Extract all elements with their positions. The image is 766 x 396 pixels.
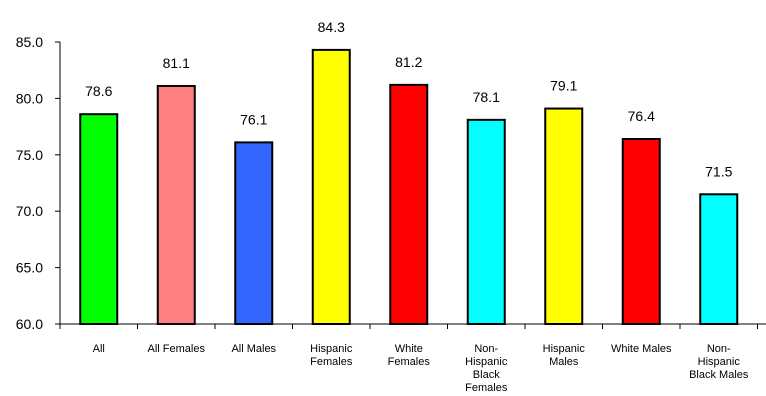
x-category-label: White Females (388, 343, 431, 368)
x-category-label-line: Hispanic (543, 343, 586, 355)
bar-9 (699, 193, 739, 325)
bar-3 (234, 141, 274, 325)
y-tick-label: 70.0 (16, 203, 43, 219)
data-label: 76.1 (240, 111, 267, 127)
x-category-label-line: All Females (148, 343, 206, 355)
bars-layer (79, 48, 739, 326)
bar-5 (389, 83, 429, 325)
bar-1 (79, 113, 119, 325)
y-tick-label: 75.0 (16, 147, 43, 163)
bar-2 (156, 84, 196, 325)
x-category-label-line: White (395, 343, 423, 355)
x-category-label-line: All Males (231, 343, 276, 355)
bar-6 (466, 118, 506, 325)
x-category-label-line: Females (388, 356, 431, 368)
x-category-label: All Males (231, 343, 276, 355)
x-category-label-line: Black Males (689, 369, 749, 381)
data-label: 79.1 (550, 78, 577, 94)
x-category-label: Non-Hispanic Black Males (689, 343, 749, 381)
data-label: 81.2 (395, 54, 422, 70)
y-tick-label: 85.0 (16, 34, 43, 50)
x-category-label: All Females (148, 343, 206, 355)
data-label: 78.6 (85, 83, 112, 99)
x-category-label: Hispanic Females (310, 343, 353, 368)
data-label: 71.5 (705, 163, 732, 179)
x-category-label: All (93, 343, 105, 355)
data-label: 84.3 (318, 19, 345, 35)
x-category-label-line: Males (549, 356, 579, 368)
x-category-label-line: Females (465, 382, 508, 394)
x-category-label-line: Non- (707, 343, 731, 355)
bar-7 (544, 107, 584, 325)
x-category-label-line: Hispanic (698, 356, 741, 368)
x-category-label: White Males (611, 343, 672, 355)
y-tick-label: 80.0 (16, 90, 43, 106)
x-category-label-line: Black (473, 369, 500, 381)
x-category-label-line: Hispanic (465, 356, 508, 368)
x-category-label: Hispanic Males (543, 343, 586, 368)
data-label: 81.1 (163, 55, 190, 71)
y-tick-label: 65.0 (16, 260, 43, 276)
x-category-label-line: All (93, 343, 105, 355)
bar-8 (621, 138, 661, 325)
x-category-label: Non-Hispanic Black Females (465, 343, 508, 394)
data-label: 76.4 (628, 108, 655, 124)
bar-4 (311, 48, 351, 326)
x-category-label-line: Females (310, 356, 353, 368)
y-tick-label: 60.0 (16, 316, 43, 332)
data-label: 78.1 (473, 89, 500, 105)
x-category-label-line: Non- (474, 343, 498, 355)
value-labels-layer: 78.6 81.1 76.1 84.3 81.2 78.1 79.1 76.4 71.5 (85, 19, 732, 179)
x-category-label-line: Hispanic (310, 343, 353, 355)
category-labels-layer: All All Females All Males Hispanic FemalesWh… (93, 343, 749, 394)
x-category-label-line: White Males (611, 343, 672, 355)
